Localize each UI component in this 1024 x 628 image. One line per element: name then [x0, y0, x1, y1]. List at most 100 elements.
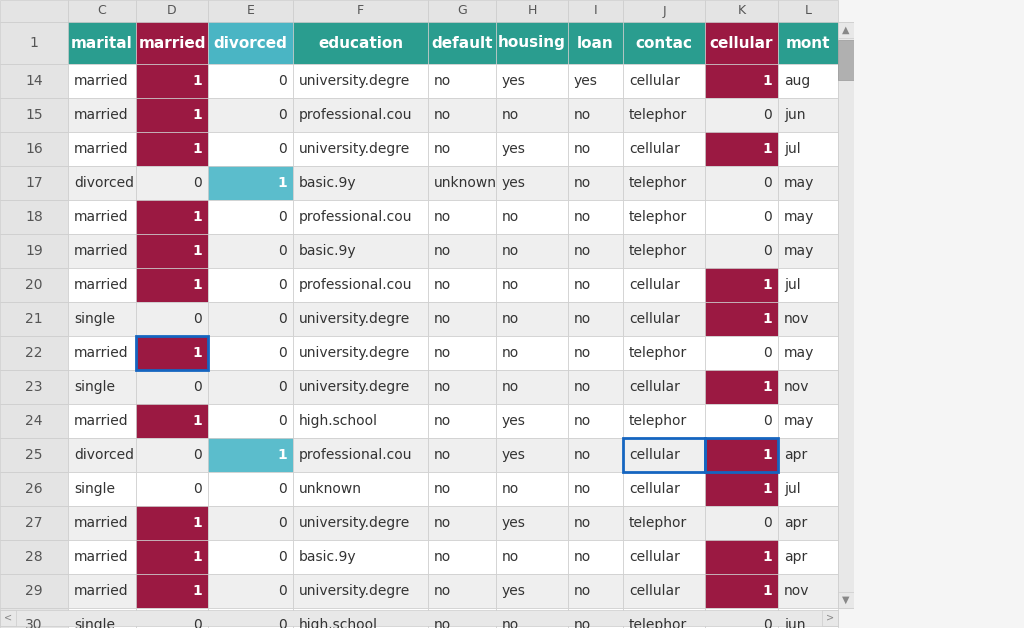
Bar: [705, 506, 778, 540]
Text: 1: 1: [278, 176, 287, 190]
Bar: [208, 336, 293, 370]
Text: no: no: [434, 74, 452, 88]
Text: university.degre: university.degre: [299, 142, 411, 156]
Bar: [496, 22, 568, 64]
Text: 0: 0: [194, 312, 202, 326]
Text: 0: 0: [279, 278, 287, 292]
Text: no: no: [434, 618, 452, 628]
Bar: [496, 608, 568, 628]
Text: 0: 0: [763, 244, 772, 258]
Bar: [136, 200, 208, 234]
Bar: [778, 608, 838, 628]
Text: no: no: [502, 618, 519, 628]
Bar: [136, 438, 208, 472]
Text: 0: 0: [763, 346, 772, 360]
Text: university.degre: university.degre: [299, 346, 411, 360]
Bar: [136, 336, 208, 370]
Text: no: no: [434, 482, 452, 496]
Bar: [705, 166, 778, 200]
Bar: [428, 132, 496, 166]
Text: university.degre: university.degre: [299, 380, 411, 394]
Bar: [68, 166, 136, 200]
Text: 0: 0: [279, 74, 287, 88]
Text: married: married: [74, 584, 129, 598]
Text: no: no: [434, 278, 452, 292]
Text: professional.cou: professional.cou: [299, 108, 413, 122]
Text: may: may: [784, 244, 814, 258]
Bar: [496, 438, 568, 472]
Text: no: no: [502, 108, 519, 122]
Bar: [623, 98, 705, 132]
Bar: [136, 506, 208, 540]
Bar: [705, 370, 778, 404]
Bar: [623, 404, 705, 438]
Bar: [0, 438, 68, 472]
Text: no: no: [434, 516, 452, 530]
Text: university.degre: university.degre: [299, 584, 411, 598]
Bar: [136, 98, 208, 132]
Text: 16: 16: [26, 142, 43, 156]
Bar: [778, 404, 838, 438]
Bar: [623, 574, 705, 608]
Text: no: no: [574, 142, 591, 156]
Bar: [496, 506, 568, 540]
Bar: [293, 132, 428, 166]
Text: no: no: [434, 550, 452, 564]
Text: married: married: [74, 516, 129, 530]
Bar: [293, 438, 428, 472]
Bar: [623, 132, 705, 166]
Bar: [496, 540, 568, 574]
Bar: [623, 268, 705, 302]
Text: marital: marital: [71, 36, 133, 50]
Bar: [136, 0, 208, 22]
Bar: [293, 506, 428, 540]
Text: no: no: [502, 380, 519, 394]
Text: jul: jul: [784, 278, 801, 292]
Bar: [778, 370, 838, 404]
Bar: [136, 64, 208, 98]
Text: single: single: [74, 618, 115, 628]
Bar: [428, 336, 496, 370]
Text: H: H: [527, 4, 537, 18]
Text: professional.cou: professional.cou: [299, 210, 413, 224]
Text: may: may: [784, 346, 814, 360]
Bar: [568, 404, 623, 438]
Text: no: no: [574, 108, 591, 122]
Text: aug: aug: [784, 74, 810, 88]
Bar: [428, 0, 496, 22]
Bar: [778, 22, 838, 64]
Text: no: no: [434, 346, 452, 360]
Text: 0: 0: [194, 176, 202, 190]
Bar: [136, 302, 208, 336]
Bar: [568, 0, 623, 22]
Text: single: single: [74, 482, 115, 496]
Text: 0: 0: [194, 482, 202, 496]
Text: divorced: divorced: [74, 448, 134, 462]
Bar: [496, 64, 568, 98]
Bar: [496, 336, 568, 370]
Bar: [705, 302, 778, 336]
Text: no: no: [502, 244, 519, 258]
Text: single: single: [74, 380, 115, 394]
Text: 1: 1: [762, 278, 772, 292]
Bar: [496, 98, 568, 132]
Text: 1: 1: [762, 448, 772, 462]
Text: telephor: telephor: [629, 618, 687, 628]
Text: 29: 29: [26, 584, 43, 598]
Text: no: no: [574, 278, 591, 292]
Bar: [136, 540, 208, 574]
Bar: [293, 404, 428, 438]
Text: 0: 0: [763, 618, 772, 628]
Text: L: L: [805, 4, 811, 18]
Text: nov: nov: [784, 312, 810, 326]
Text: apr: apr: [784, 448, 807, 462]
Bar: [136, 574, 208, 608]
Text: 0: 0: [279, 550, 287, 564]
Bar: [496, 370, 568, 404]
Bar: [0, 200, 68, 234]
Text: ▲: ▲: [843, 25, 850, 35]
Bar: [428, 404, 496, 438]
Bar: [428, 302, 496, 336]
Text: yes: yes: [502, 74, 526, 88]
Bar: [623, 438, 705, 472]
